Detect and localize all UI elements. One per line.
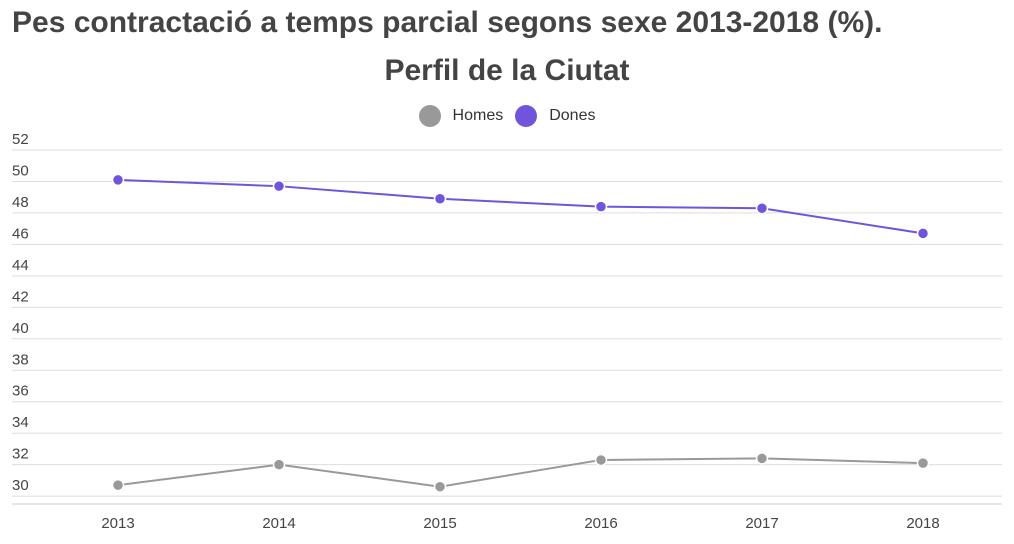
y-tick-label: 50 bbox=[12, 162, 29, 179]
legend-item-dones[interactable]: Dones bbox=[515, 105, 595, 127]
legend-item-homes[interactable]: Homes bbox=[418, 105, 504, 127]
series-line-dones bbox=[117, 178, 924, 235]
data-point-dones bbox=[594, 200, 608, 213]
data-point-homes bbox=[272, 458, 286, 471]
y-tick-label: 44 bbox=[12, 257, 29, 274]
y-tick-label: 36 bbox=[12, 383, 29, 400]
x-tick-label: 2013 bbox=[101, 515, 134, 532]
legend-label-homes: Homes bbox=[452, 107, 504, 124]
x-tick-label: 2018 bbox=[906, 515, 939, 532]
y-tick-label: 32 bbox=[12, 446, 29, 463]
y-tick-label: 46 bbox=[12, 225, 29, 242]
y-tick-label: 42 bbox=[12, 288, 29, 305]
y-tick-label: 30 bbox=[12, 477, 29, 494]
chart-title: Pes contractació a temps parcial segons … bbox=[12, 6, 883, 39]
data-point-homes bbox=[594, 453, 608, 467]
x-tick-label: 2017 bbox=[745, 515, 778, 532]
x-tick-label: 2014 bbox=[262, 515, 295, 532]
data-point-dones bbox=[916, 227, 930, 240]
series-line-homes bbox=[117, 457, 924, 488]
data-point-homes bbox=[433, 480, 447, 493]
data-point-dones bbox=[755, 201, 769, 215]
x-tick-label: 2015 bbox=[423, 515, 456, 532]
y-tick-label: 38 bbox=[12, 351, 29, 368]
x-tick-label: 2016 bbox=[584, 515, 617, 532]
data-point-dones bbox=[433, 192, 447, 206]
data-point-homes bbox=[916, 456, 930, 470]
data-point-dones bbox=[272, 179, 286, 193]
y-tick-label: 52 bbox=[12, 131, 29, 148]
legend-swatch-dones bbox=[515, 105, 538, 127]
legend: Homes Dones bbox=[0, 105, 1014, 127]
y-tick-label: 40 bbox=[12, 320, 29, 337]
y-tick-label: 34 bbox=[12, 414, 29, 431]
chart-subtitle: Perfil de la Ciutat bbox=[384, 54, 630, 87]
data-point-dones bbox=[111, 173, 125, 187]
data-point-homes bbox=[755, 452, 769, 465]
legend-swatch-homes bbox=[418, 105, 441, 127]
y-tick-label: 48 bbox=[12, 194, 29, 211]
legend-label-dones: Dones bbox=[549, 107, 596, 124]
data-point-homes bbox=[111, 478, 125, 492]
